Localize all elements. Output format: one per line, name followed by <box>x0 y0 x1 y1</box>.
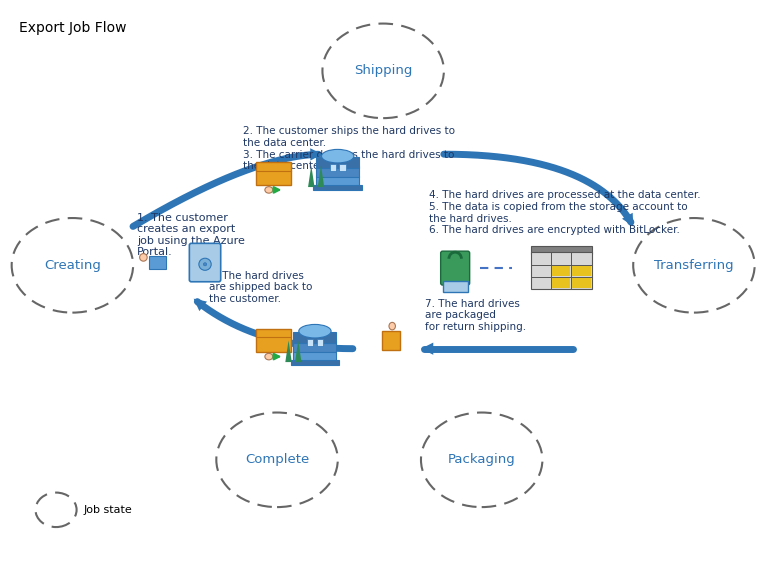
Ellipse shape <box>199 258 211 270</box>
FancyBboxPatch shape <box>255 328 291 352</box>
FancyBboxPatch shape <box>531 246 591 254</box>
FancyBboxPatch shape <box>382 331 399 350</box>
Text: 2. The customer ships the hard drives to
the data center.
3. The carrier deliver: 2. The customer ships the hard drives to… <box>243 126 455 171</box>
Text: Transferring: Transferring <box>654 259 734 272</box>
FancyBboxPatch shape <box>316 157 359 168</box>
FancyBboxPatch shape <box>573 266 591 276</box>
FancyBboxPatch shape <box>313 186 362 190</box>
Text: 1. The customer
creates an export
job using the Azure
Portal.: 1. The customer creates an export job us… <box>137 213 245 257</box>
FancyBboxPatch shape <box>552 266 570 276</box>
Ellipse shape <box>299 324 331 338</box>
Text: 8. The hard drives
are shipped back to
the customer.: 8. The hard drives are shipped back to t… <box>209 271 312 304</box>
FancyBboxPatch shape <box>339 164 346 171</box>
Polygon shape <box>318 165 324 187</box>
FancyBboxPatch shape <box>443 281 467 293</box>
Text: 7. The hard drives
are packaged
for return shipping.: 7. The hard drives are packaged for retu… <box>425 299 526 332</box>
Text: Shipping: Shipping <box>354 64 413 77</box>
FancyBboxPatch shape <box>330 164 336 171</box>
Text: Creating: Creating <box>44 259 101 272</box>
Polygon shape <box>295 341 301 362</box>
FancyBboxPatch shape <box>293 341 337 352</box>
Text: Packaging: Packaging <box>448 453 515 466</box>
FancyBboxPatch shape <box>316 176 359 187</box>
FancyBboxPatch shape <box>307 340 313 346</box>
FancyBboxPatch shape <box>531 252 591 289</box>
FancyBboxPatch shape <box>291 360 339 365</box>
Text: 4. The hard drives are processed at the data center.
5. The data is copied from : 4. The hard drives are processed at the … <box>429 190 700 235</box>
FancyBboxPatch shape <box>293 351 337 362</box>
FancyBboxPatch shape <box>440 251 470 285</box>
FancyBboxPatch shape <box>316 166 359 177</box>
Text: Job state: Job state <box>84 505 132 515</box>
FancyBboxPatch shape <box>255 162 291 186</box>
FancyBboxPatch shape <box>149 255 166 270</box>
Polygon shape <box>286 341 292 362</box>
Ellipse shape <box>265 187 272 193</box>
FancyBboxPatch shape <box>190 243 221 282</box>
Ellipse shape <box>139 254 147 261</box>
FancyBboxPatch shape <box>317 340 323 346</box>
FancyBboxPatch shape <box>552 277 570 288</box>
Ellipse shape <box>389 323 396 330</box>
Polygon shape <box>308 165 314 187</box>
Ellipse shape <box>321 149 354 163</box>
Ellipse shape <box>265 354 272 360</box>
FancyBboxPatch shape <box>573 277 591 288</box>
Ellipse shape <box>204 263 207 266</box>
Text: Complete: Complete <box>245 453 309 466</box>
FancyBboxPatch shape <box>293 332 337 342</box>
Text: Export Job Flow: Export Job Flow <box>19 21 127 35</box>
